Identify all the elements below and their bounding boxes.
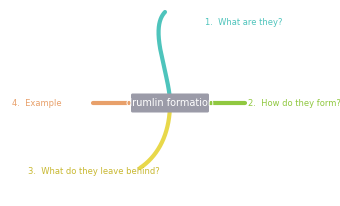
- Text: 1.  What are they?: 1. What are they?: [205, 18, 283, 27]
- FancyBboxPatch shape: [131, 94, 209, 112]
- Text: drumlin formation: drumlin formation: [126, 98, 214, 108]
- Text: 3.  What do they leave behind?: 3. What do they leave behind?: [28, 167, 160, 177]
- Text: 2.  How do they form?: 2. How do they form?: [248, 98, 340, 108]
- Text: 4.  Example: 4. Example: [12, 98, 62, 108]
